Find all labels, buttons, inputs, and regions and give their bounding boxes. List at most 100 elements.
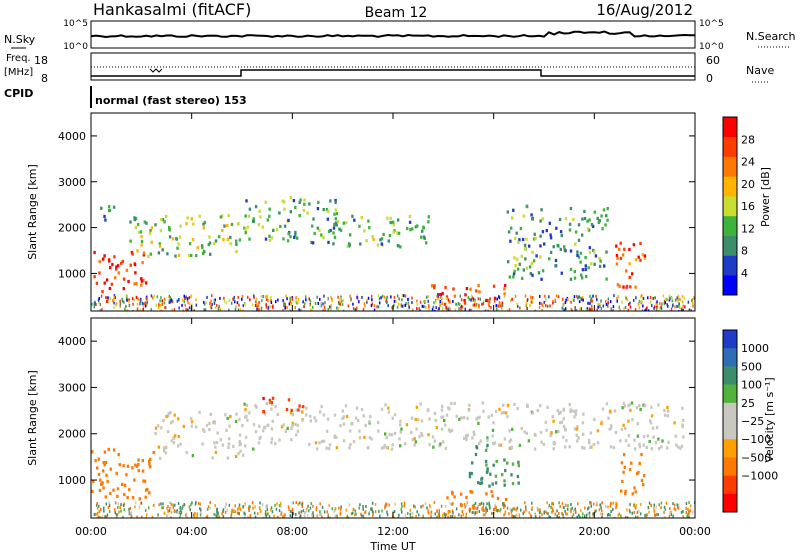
powerData-speckle	[434, 309, 436, 311]
powerData-speckle	[616, 299, 618, 303]
velData-cell	[137, 458, 140, 462]
velData-cell	[444, 446, 447, 450]
powerData-cell	[524, 247, 527, 251]
velData-speckle	[583, 514, 586, 518]
velData-speckle	[289, 514, 291, 518]
velData-cell	[177, 435, 181, 439]
velData-speckle	[166, 513, 168, 517]
powerData-cell	[560, 271, 563, 275]
powerData-cell	[111, 262, 114, 267]
powerData-speckle	[190, 295, 192, 299]
velData-cell	[565, 439, 568, 443]
powerData-speckle	[270, 296, 272, 300]
velData-cell	[552, 440, 555, 445]
velData-speckle	[440, 504, 443, 508]
velData-speckle	[206, 514, 209, 518]
velData-cell	[466, 416, 469, 420]
velData-cell	[238, 443, 241, 447]
powerData-speckle	[605, 302, 608, 306]
powerData-speckle	[682, 308, 684, 311]
powerData-cell	[628, 262, 631, 266]
powerData-cell	[339, 228, 343, 232]
powerData-speckle	[411, 296, 413, 300]
powerData-cell	[186, 216, 189, 220]
powerData-speckle	[663, 299, 666, 303]
velData-cell	[295, 433, 298, 437]
velData-speckle	[152, 503, 155, 507]
powerData-speckle	[428, 305, 430, 309]
velData-cell	[562, 408, 565, 412]
velData-speckle	[676, 503, 679, 507]
velData-cell	[495, 459, 498, 463]
powerData-cell	[98, 271, 101, 275]
velData-speckle	[556, 515, 559, 518]
powerData-speckle	[585, 308, 587, 311]
velData-speckle	[199, 502, 201, 506]
powerData-speckle	[272, 305, 274, 309]
powerData-cell	[509, 239, 512, 243]
velData-speckle	[609, 504, 612, 508]
powerData-cell	[554, 258, 558, 263]
powerData-speckle	[590, 298, 592, 302]
powerData-speckle	[459, 294, 462, 298]
velData-cell	[655, 426, 659, 430]
velData-cell	[486, 469, 489, 473]
powerData-speckle	[401, 304, 404, 308]
velData-cell	[115, 471, 118, 475]
velData-speckle	[350, 512, 353, 516]
velData-cell	[366, 446, 369, 450]
velData-speckle	[312, 514, 315, 518]
powerData-speckle	[470, 298, 472, 302]
y-tick-label: 2000	[58, 222, 86, 235]
velData-cell	[380, 446, 384, 450]
velData-cell	[623, 404, 627, 408]
powerData-cell	[584, 267, 587, 272]
velData-cell	[157, 445, 161, 449]
velData-speckle	[484, 513, 486, 517]
powerData-cell	[272, 228, 275, 232]
velData-speckle	[474, 506, 476, 510]
velData-speckle	[384, 506, 386, 510]
powerData-speckle	[447, 298, 450, 302]
velData-speckle	[308, 509, 310, 513]
velData-speckle	[510, 510, 513, 514]
velData-speckle	[601, 509, 603, 513]
velData-cell	[581, 446, 584, 450]
powerData-speckle	[589, 294, 591, 298]
powerData-speckle	[592, 294, 594, 298]
powerData-speckle	[288, 302, 291, 306]
velData-cell	[478, 441, 481, 446]
powerData-cell	[177, 242, 180, 246]
powerData-speckle	[544, 304, 547, 307]
velData-cell	[149, 465, 152, 469]
velData-speckle	[374, 510, 377, 514]
velData-speckle	[348, 503, 351, 507]
powerData-cell	[244, 214, 247, 218]
velData-cell	[649, 419, 652, 423]
powerData-speckle	[549, 304, 551, 308]
powerData-speckle	[303, 305, 305, 309]
velData-cell	[500, 411, 504, 415]
velData-speckle	[167, 505, 169, 508]
velData-speckle	[682, 515, 684, 518]
powerData-speckle	[552, 301, 554, 305]
power-colorbar-swatch	[723, 275, 737, 296]
velData-cell	[450, 490, 454, 494]
velData-cell	[673, 421, 676, 425]
velData-cell	[477, 421, 480, 425]
powerData-speckle	[570, 307, 573, 311]
powerData-cell	[616, 256, 619, 260]
velData-speckle	[222, 508, 225, 512]
velData-speckle	[179, 506, 181, 510]
powerData-speckle	[687, 300, 690, 304]
velData-cell	[487, 415, 490, 419]
powerData-cell	[531, 273, 534, 277]
powerData-speckle	[508, 308, 511, 311]
powerData-cell	[335, 223, 338, 227]
powerData-cell	[200, 244, 204, 248]
powerData-cell	[389, 216, 392, 220]
velData-cell	[263, 412, 267, 416]
velData-speckle	[547, 512, 549, 516]
velData-speckle	[385, 504, 387, 508]
